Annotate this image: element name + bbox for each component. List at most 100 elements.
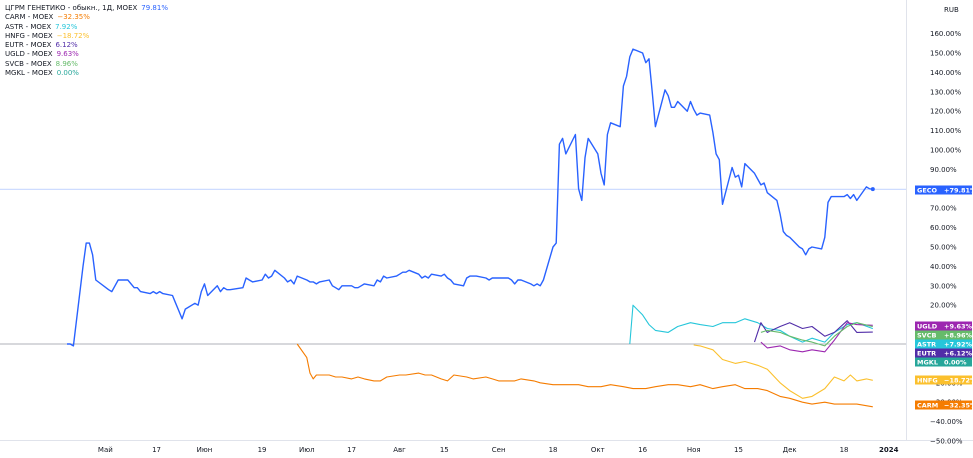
badge-carm: CARM −32.35% [915,400,973,410]
x-tick-label: 15 [734,446,743,454]
badge-value-bg [942,348,972,358]
badge-name: EUTR [917,349,936,357]
series-line-svcb [760,322,873,347]
x-tick-label: 17 [347,446,356,454]
legend-change: 6.12% [55,41,78,50]
badge-name: MGKL [917,358,938,366]
badge-mgkl: MGKL 0.00% [915,357,972,367]
legend-item-eutr[interactable]: EUTR - MOEX 6.12% [5,41,168,50]
x-tick-label: 19 [258,446,267,454]
y-tick-label: 120.00% [930,108,961,116]
badge-name-bg [915,357,942,367]
legend-name: UGLD - MOEX [5,50,53,59]
badge-ugld: UGLD +9.63% [915,321,972,331]
legend-name: EUTR - MOEX [5,41,52,50]
x-tick-label: 2024 [879,446,899,454]
badge-name: HNFG [917,376,938,384]
legend-name: SVCB - MOEX [5,59,52,68]
x-tick-label: Июл [299,446,315,454]
badge-name: UGLD [917,322,938,330]
x-tick-label: 18 [840,446,849,454]
badge-name-bg [915,339,942,349]
badge-name-bg [915,321,942,331]
chart-series [67,48,875,408]
series-line-geco [67,48,873,347]
x-tick-label: Ноя [687,446,701,454]
x-tick-label: Сен [492,446,506,454]
x-tick-label: Май [98,446,113,454]
x-axis: Май 17 Июн 19 Июл 17 Авг 15 Сен 18 Окт 16 Ноя 15 Дек 18… [98,446,899,454]
badge-value-bg [942,339,972,349]
y-tick-label: 70.00% [930,205,957,213]
badge-value: +79.81% [944,186,973,194]
y-tick-label: 50.00% [930,244,957,252]
x-tick-label: 16 [638,446,647,454]
badge-value: −32.35% [944,401,973,409]
legend-item-carm[interactable]: CARM - MOEX −32.35% [5,13,168,22]
badge-name: ASTR [917,340,936,348]
x-tick-label: Дек [783,446,797,454]
series-line-astr [629,304,873,345]
y-tick-label: 30.00% [930,282,957,290]
badge-value-bg [942,400,972,410]
last-point-marker [870,187,875,192]
badge-hnfg: HNFG −18.72% [915,375,973,385]
legend-change: 79.81% [141,4,168,12]
y-tick-label: 20.00% [930,302,957,310]
badge-value-bg [942,185,972,195]
legend-name: HNFG - MOEX [5,31,53,40]
x-tick-label: Авг [393,446,406,454]
badge-name-bg [915,330,942,340]
y-tick-label: 150.00% [930,50,961,58]
series-line-carm [296,343,873,408]
badge-value: 0.00% [944,358,967,366]
x-tick-label: Июн [197,446,213,454]
badge-value-bg [942,357,972,367]
legend-name: CARM - MOEX [5,13,54,22]
badge-name-bg [915,348,942,358]
series-line-ugld [760,322,873,353]
x-tick-label: 15 [440,446,449,454]
badge-value-bg [942,375,972,385]
badge-astr: ASTR +7.92% [915,339,972,349]
legend-item-astr[interactable]: ASTR - MOEX 7.92% [5,23,168,32]
legend: ЦГРМ ГЕНЕТИКО - обыкн., 1Д, MOEX 79.81% C… [5,4,168,78]
legend-change: −32.35% [57,13,90,22]
badge-svcb: SVCB +8.96% [915,330,972,340]
y-tick-label: −50.00% [930,438,963,446]
badge-name: GECO [917,186,938,194]
series-line-hnfg [693,344,873,399]
y-tick-label: 90.00% [930,166,957,174]
badge-value: −18.72% [944,376,973,384]
badge-geco: GECO +79.81% [915,185,973,195]
y-tick-label: 60.00% [930,224,957,232]
badge-name-bg [915,400,942,410]
legend-name: ASTR - MOEX [5,22,52,31]
legend-name: ЦГРМ ГЕНЕТИКО - обыкн., 1Д, MOEX [5,4,138,12]
legend-item-geco[interactable]: ЦГРМ ГЕНЕТИКО - обыкн., 1Д, MOEX 79.81% [5,4,168,13]
badge-name: CARM [917,401,938,409]
badge-name-bg [915,375,942,385]
legend-item-mgkl[interactable]: MGKL - MOEX 0.00% [5,69,168,78]
badge-name-bg [915,185,942,195]
y-tick-label: −40.00% [930,418,963,426]
badge-value: +6.12% [944,349,972,357]
legend-change: 9.63% [56,50,79,59]
y-tick-label: 40.00% [930,263,957,271]
y-tick-label: 100.00% [930,147,961,155]
badge-value: +9.63% [944,322,972,330]
legend-item-ugld[interactable]: UGLD - MOEX 9.63% [5,50,168,59]
currency-label: RUB [944,6,959,14]
badge-value: +8.96% [944,331,972,339]
chart-grid [0,0,973,441]
legend-change: 8.96% [55,59,78,68]
badge-value: +7.92% [944,340,972,348]
y-tick-label: 160.00% [930,30,961,38]
legend-change: −18.72% [56,31,90,40]
legend-change: 0.00% [56,69,79,78]
legend-item-hnfg[interactable]: HNFG - MOEX −18.72% [5,32,168,41]
y-tick-label: 140.00% [930,69,961,77]
legend-item-svcb[interactable]: SVCB - MOEX 8.96% [5,60,168,69]
y-tick-label: 110.00% [930,127,961,135]
